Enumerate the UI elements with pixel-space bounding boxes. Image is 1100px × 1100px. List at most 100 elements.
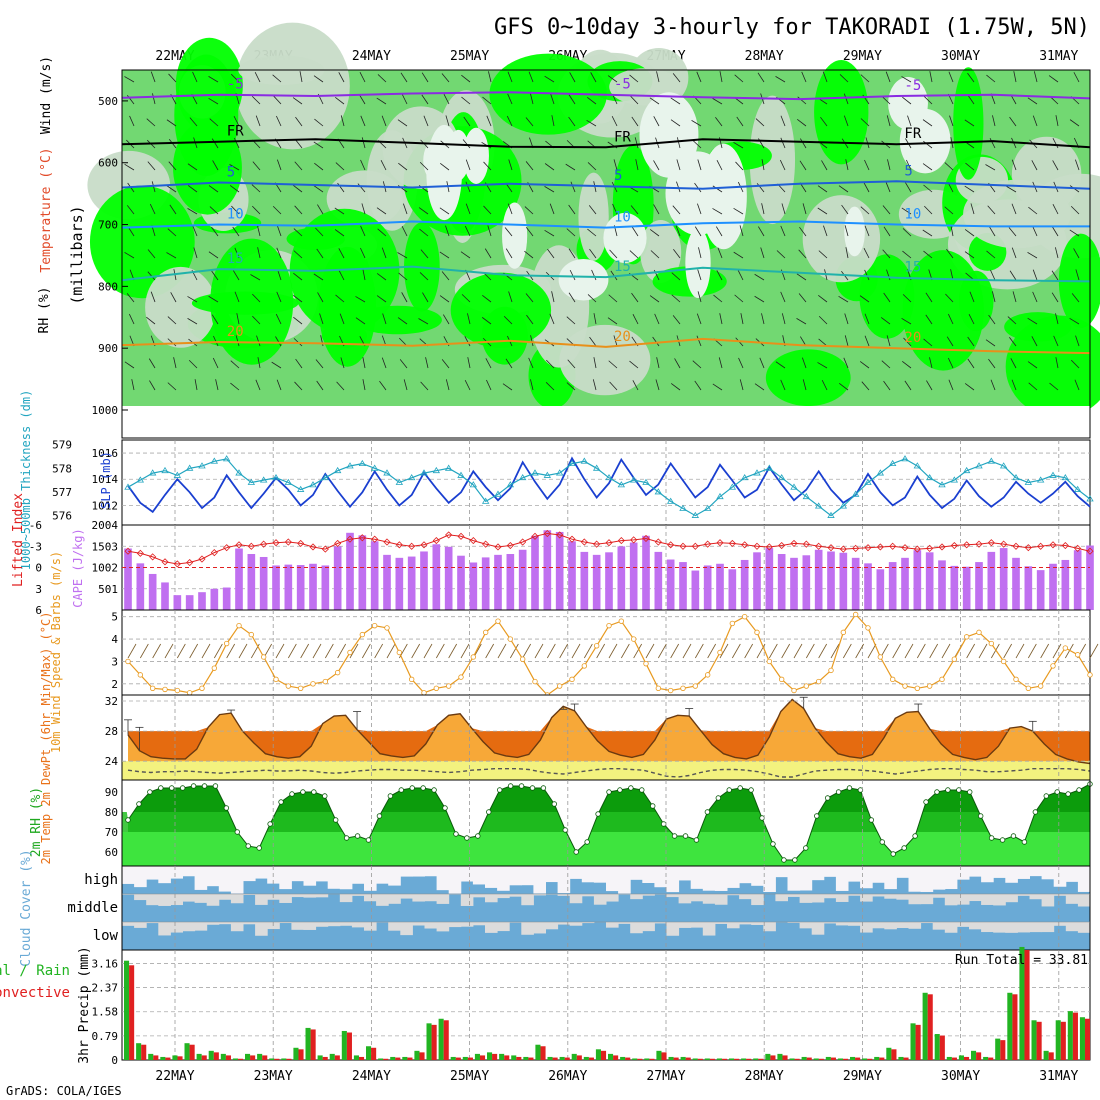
wind-barb bbox=[949, 115, 954, 127]
wind-speed-point bbox=[1037, 683, 1044, 689]
wind-barb bbox=[440, 163, 450, 171]
wind-barb bbox=[568, 116, 576, 127]
surface-wind-barb bbox=[460, 643, 470, 659]
precip-convective-bar bbox=[891, 1049, 897, 1060]
cape-bar bbox=[1049, 563, 1057, 610]
precip-total-bar bbox=[571, 1053, 577, 1060]
wind-barb bbox=[319, 313, 324, 325]
lifted-index-point bbox=[1086, 547, 1094, 555]
rh-point bbox=[1076, 787, 1082, 793]
wind-barb bbox=[421, 72, 429, 83]
wind-barb bbox=[124, 163, 135, 171]
wind-barb bbox=[672, 205, 681, 215]
thickness-point bbox=[321, 474, 330, 481]
lifted-index-point bbox=[1037, 542, 1045, 550]
lifted-index-point bbox=[482, 540, 490, 548]
precip-convective-bar bbox=[334, 1055, 340, 1060]
wind-barb bbox=[1055, 247, 1059, 259]
wind-barb bbox=[293, 250, 303, 259]
cloud-fraction bbox=[848, 894, 861, 896]
precip-axis-label: 3hr Precip (mm) bbox=[77, 946, 92, 1063]
wind-speed-point bbox=[840, 629, 847, 636]
wind-barb bbox=[652, 336, 660, 347]
precip-convective-bar bbox=[818, 1058, 824, 1060]
isotherm-line bbox=[121, 138, 1091, 149]
wind-barb bbox=[629, 250, 639, 259]
thickness-point bbox=[432, 466, 441, 474]
rh-point bbox=[289, 791, 295, 797]
wind-barb bbox=[545, 382, 555, 391]
lifted-index-point bbox=[1049, 541, 1057, 549]
precip-total-bar bbox=[608, 1053, 614, 1060]
lifted-index-point bbox=[753, 542, 761, 550]
wind-barb bbox=[818, 250, 828, 259]
wind-barb bbox=[1027, 252, 1038, 259]
wind-barb bbox=[754, 295, 765, 303]
wind-speed-point bbox=[889, 676, 896, 683]
wind-barb bbox=[613, 335, 618, 347]
cloud-fraction bbox=[351, 922, 365, 928]
precip-total-bar bbox=[245, 1053, 251, 1060]
cloud-fraction bbox=[364, 922, 377, 931]
wind-barb bbox=[631, 226, 639, 237]
wind-barb bbox=[271, 361, 282, 369]
wind-barb bbox=[929, 71, 933, 83]
wind-barb bbox=[985, 339, 996, 347]
wind-barb bbox=[293, 294, 303, 303]
bottom-date-label: 29MAY bbox=[843, 1069, 882, 1084]
cape-bar bbox=[506, 554, 515, 610]
wind-barb bbox=[465, 181, 471, 193]
wind-barb bbox=[546, 359, 555, 369]
wind-barb bbox=[401, 93, 408, 105]
cloud-fraction bbox=[630, 922, 643, 934]
cloud-fraction bbox=[279, 894, 292, 903]
precip-total-bar bbox=[341, 1030, 347, 1060]
slp-line bbox=[127, 456, 1091, 514]
rh-region bbox=[559, 324, 651, 396]
surface-wind-barb bbox=[189, 643, 199, 659]
surface-wind-barb bbox=[411, 643, 421, 659]
wind-barb bbox=[780, 115, 786, 127]
cloud-fraction bbox=[170, 866, 183, 879]
wind-speed-point bbox=[951, 656, 958, 662]
wind-barb bbox=[780, 291, 786, 303]
wind-barb bbox=[780, 225, 786, 237]
rh-point bbox=[595, 811, 601, 817]
cape-bar bbox=[444, 546, 453, 610]
wind-barb bbox=[397, 252, 408, 259]
wind-barb bbox=[275, 336, 282, 347]
wind-barb bbox=[126, 293, 135, 303]
cape-bar bbox=[161, 582, 169, 610]
precip-total-bar bbox=[208, 1050, 214, 1060]
precip-total-bar bbox=[1055, 1020, 1061, 1060]
precip-tick-label: 3.16 bbox=[92, 957, 119, 970]
precip-total-bar bbox=[124, 960, 130, 1060]
wind-barb bbox=[902, 250, 912, 259]
wind-barb bbox=[1073, 248, 1080, 259]
wind-barb bbox=[757, 72, 765, 83]
wind-speed-point bbox=[988, 640, 995, 647]
precip-total-bar bbox=[741, 1058, 747, 1060]
cape-bar bbox=[284, 564, 293, 610]
wind-barb bbox=[544, 229, 555, 237]
cloud-fraction bbox=[956, 894, 970, 905]
precip-convective-bar bbox=[153, 1055, 159, 1060]
thickness-point bbox=[531, 469, 539, 476]
wind-barb bbox=[590, 72, 597, 83]
cape-bar bbox=[802, 555, 811, 610]
cape-bar bbox=[1086, 545, 1094, 610]
cloud-fraction bbox=[472, 922, 486, 926]
wind-barb bbox=[883, 226, 891, 237]
cloud-fraction bbox=[448, 922, 462, 928]
surface-strip bbox=[122, 406, 1090, 420]
rh-point bbox=[1054, 789, 1060, 795]
wind-barb bbox=[276, 115, 282, 127]
cape-bar bbox=[481, 557, 490, 610]
wind-barb bbox=[209, 206, 219, 215]
cloud-fraction bbox=[521, 866, 534, 886]
lifted-index-point bbox=[247, 542, 255, 550]
surface-wind-barb bbox=[374, 643, 384, 659]
wind-speed-point bbox=[137, 672, 144, 678]
isotherm-label: 15 bbox=[904, 260, 921, 276]
wind-barb bbox=[775, 361, 786, 369]
